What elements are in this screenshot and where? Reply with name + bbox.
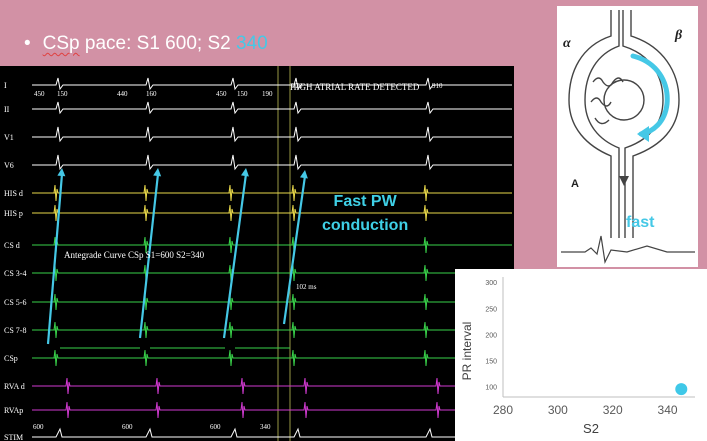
stim-interval-label: 600 bbox=[33, 423, 44, 431]
trace-csp bbox=[32, 349, 512, 367]
title-s2-value: 340 bbox=[235, 33, 268, 54]
trace-cs-5-6 bbox=[32, 293, 512, 311]
title-csp: CSp bbox=[42, 33, 80, 54]
trace-his-p bbox=[32, 204, 512, 222]
fast-label: fast bbox=[626, 214, 655, 231]
stim-interval-label: 340 bbox=[260, 423, 271, 431]
pr-interval-plot: 100 150 200 250 300 280 300 320 340 S2 PR interval bbox=[460, 277, 695, 436]
fast-pw-line1: Fast PW bbox=[333, 193, 397, 210]
high-atrial-rate-banner: HIGH ATRIAL RATE DETECTED bbox=[290, 82, 420, 92]
slide-title: • CSp pace: S1 600; S2 340 bbox=[24, 33, 268, 55]
lead-label: CS 7-8 bbox=[4, 326, 27, 335]
trace-v6 bbox=[32, 154, 512, 171]
lead-label: HIS p bbox=[4, 209, 23, 218]
x-tick-label: 340 bbox=[658, 403, 678, 417]
y-tick-label: 200 bbox=[485, 332, 497, 339]
trace-cs-7-8 bbox=[32, 321, 512, 339]
ecg-traces bbox=[32, 66, 512, 441]
x-axis-title: S2 bbox=[583, 421, 599, 436]
antegrade-curve-label: Antegrade Curve CSp S1=600 S2=340 bbox=[64, 250, 205, 260]
interval-label: 190 bbox=[262, 90, 273, 98]
trace-his-d bbox=[32, 184, 512, 202]
lead-label: V1 bbox=[4, 133, 14, 142]
interval-label: 220 bbox=[292, 82, 303, 90]
conduction-arrow-2 bbox=[222, 168, 249, 339]
trace-ii bbox=[32, 101, 512, 115]
fast-pw-line2: conduction bbox=[322, 217, 409, 234]
x-tick-label: 280 bbox=[493, 403, 513, 417]
title-middle: pace: S1 600; S2 bbox=[79, 33, 236, 54]
lead-label: CS d bbox=[4, 241, 20, 250]
pathway-drawing bbox=[561, 10, 695, 264]
interval-label: 910 bbox=[432, 82, 443, 90]
interval-label: 150 bbox=[57, 90, 68, 98]
ecg-tracing-panel: I II V1 V6 HIS d HIS p CS d CS 3-4 CS 5-6 CS 7-8 C… bbox=[0, 66, 514, 441]
lead-label: CS 5-6 bbox=[4, 298, 27, 307]
interval-label: 150 bbox=[237, 90, 248, 98]
conduction-arrow-0 bbox=[46, 168, 66, 345]
trace-rva-d bbox=[32, 377, 512, 395]
interval-label: 450 bbox=[34, 90, 45, 98]
lead-label: CSp bbox=[4, 354, 18, 363]
data-point bbox=[675, 383, 688, 396]
trace-rvap bbox=[32, 401, 512, 419]
trace-v1 bbox=[32, 126, 512, 143]
lead-label: CS 3-4 bbox=[4, 269, 27, 278]
interval-label: 160 bbox=[146, 90, 157, 98]
stim-interval-label: 600 bbox=[122, 423, 133, 431]
conduction-arrow-1 bbox=[138, 168, 162, 339]
trace-cs-3-4 bbox=[32, 264, 512, 282]
y-tick-label: 150 bbox=[485, 358, 497, 365]
ms-measurement-label: 102 ms bbox=[296, 283, 317, 291]
pr-interval-chart: 100 150 200 250 300 280 300 320 340 S2 PR interval bbox=[455, 269, 707, 441]
bullet: • bbox=[24, 33, 31, 54]
stim-interval-label: 600 bbox=[210, 423, 221, 431]
lead-label: V6 bbox=[4, 161, 14, 170]
y-axis-title: PR interval bbox=[460, 322, 474, 381]
beta-label: β bbox=[675, 28, 683, 43]
lead-label: HIS d bbox=[4, 189, 23, 198]
interval-label: 440 bbox=[117, 90, 128, 98]
lead-label: RVAp bbox=[4, 406, 24, 415]
fast-pw-annotation: Fast PW conduction bbox=[322, 190, 408, 238]
y-tick-label: 100 bbox=[485, 385, 497, 392]
lead-label: II bbox=[4, 105, 10, 114]
alpha-label: α bbox=[563, 36, 571, 51]
y-tick-label: 300 bbox=[485, 280, 497, 287]
y-tick-label: 250 bbox=[485, 306, 497, 313]
conduction-arrow-3 bbox=[282, 170, 308, 325]
panel-a-label: A bbox=[571, 178, 579, 190]
lead-label: I bbox=[4, 81, 7, 90]
pathway-diagram: α β A fast bbox=[557, 6, 698, 267]
lead-label: STIM bbox=[4, 433, 24, 441]
x-tick-label: 320 bbox=[603, 403, 623, 417]
interval-label: 450 bbox=[216, 90, 227, 98]
x-tick-label: 300 bbox=[548, 403, 568, 417]
trace-stim bbox=[32, 427, 512, 438]
trace-i bbox=[32, 77, 512, 91]
lead-label: RVA d bbox=[4, 382, 25, 391]
